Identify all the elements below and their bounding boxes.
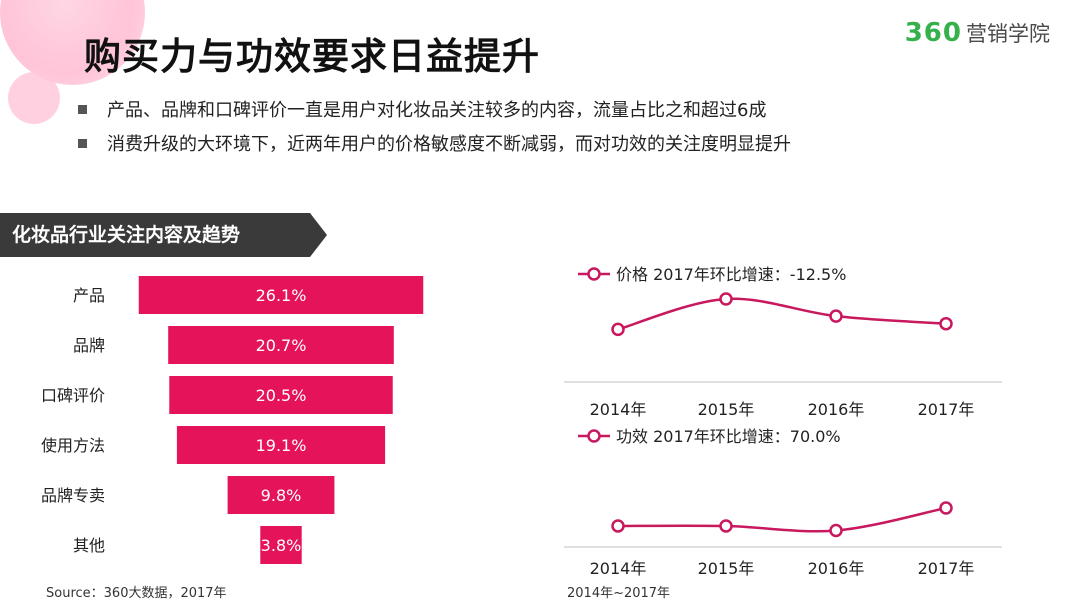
series-line xyxy=(617,297,947,331)
funnel-bar xyxy=(176,426,386,464)
category-label: 其他 xyxy=(73,536,105,555)
funnel-bar xyxy=(168,326,394,364)
x-tick-label: 2017年 xyxy=(918,400,975,419)
bar-value-label: 3.8% xyxy=(261,536,302,555)
data-point xyxy=(939,316,953,331)
bar-value-label: 20.5% xyxy=(256,386,307,405)
funnel-bar xyxy=(227,476,335,514)
data-point xyxy=(829,523,843,538)
funnel-bar xyxy=(169,376,393,414)
bar-value-label: 26.1% xyxy=(256,286,307,305)
data-point xyxy=(829,309,843,323)
category-label: 口碑评价 xyxy=(41,386,105,405)
category-label: 品牌 xyxy=(73,336,105,355)
category-label: 使用方法 xyxy=(41,436,105,455)
data-point xyxy=(719,519,733,533)
legend-marker-icon xyxy=(587,267,601,281)
page-title: 购买力与功效要求日益提升 xyxy=(84,35,540,78)
legend-label: 功效 2017年环比增速：70.0% xyxy=(616,427,841,446)
data-point xyxy=(611,322,625,337)
square-bullet-icon xyxy=(78,138,87,148)
period-note: 2014年~2017年 xyxy=(567,586,671,601)
funnel-bar-chart: 26.1% 产品 20.7% 品牌 20.5% 口碑评价 19.1% 使用方法 9.8% 品牌专卖… xyxy=(41,276,424,564)
brand-logo: 360 营销学院 xyxy=(905,18,1050,48)
bullet-list: 产品、品牌和口碑评价一直是用户对化妆品关注较多的内容，流量占比之和超过6成 消费… xyxy=(78,92,791,160)
bar-value-label: 20.7% xyxy=(256,336,307,355)
x-tick-label: 2015年 xyxy=(698,400,755,419)
legend-marker-icon xyxy=(587,429,601,443)
square-bullet-icon xyxy=(78,104,87,114)
decorative-circle-small xyxy=(8,72,60,124)
section-title: 化妆品行业关注内容及趋势 xyxy=(0,213,327,257)
bullet-text: 消费升级的大环境下，近两年用户的价格敏感度不断减弱，而对功效的关注度明显提升 xyxy=(107,134,791,155)
data-point xyxy=(719,292,733,306)
series-line xyxy=(617,506,947,533)
bar-value-label: 19.1% xyxy=(256,436,307,455)
x-tick-label: 2015年 xyxy=(698,559,755,578)
category-label: 品牌专卖 xyxy=(41,486,105,505)
data-point xyxy=(611,519,625,533)
legend-label: 价格 2017年环比增速：-12.5% xyxy=(616,265,846,284)
bullet-item: 消费升级的大环境下，近两年用户的价格敏感度不断减弱，而对功效的关注度明显提升 xyxy=(78,126,791,160)
funnel-bar xyxy=(260,526,302,564)
bullet-item: 产品、品牌和口碑评价一直是用户对化妆品关注较多的内容，流量占比之和超过6成 xyxy=(78,92,791,126)
x-tick-label: 2016年 xyxy=(808,559,865,578)
bullet-text: 产品、品牌和口碑评价一直是用户对化妆品关注较多的内容，流量占比之和超过6成 xyxy=(107,100,767,121)
x-tick-label: 2017年 xyxy=(918,559,975,578)
source-note: Source：360大数据，2017年 xyxy=(46,586,227,601)
x-tick-label: 2014年 xyxy=(590,559,647,578)
bar-value-label: 9.8% xyxy=(261,486,302,505)
logo-text: 营销学院 xyxy=(966,22,1050,46)
x-tick-label: 2016年 xyxy=(808,400,865,419)
category-label: 产品 xyxy=(73,286,105,305)
x-tick-label: 2014年 xyxy=(590,400,647,419)
logo-number: 360 xyxy=(904,18,962,48)
data-point xyxy=(939,501,953,515)
funnel-bar xyxy=(138,276,424,314)
trend-line-charts: 价格 2017年环比增速：-12.5%2014年 2015年 2016年 2017年功… xyxy=(564,265,1002,578)
